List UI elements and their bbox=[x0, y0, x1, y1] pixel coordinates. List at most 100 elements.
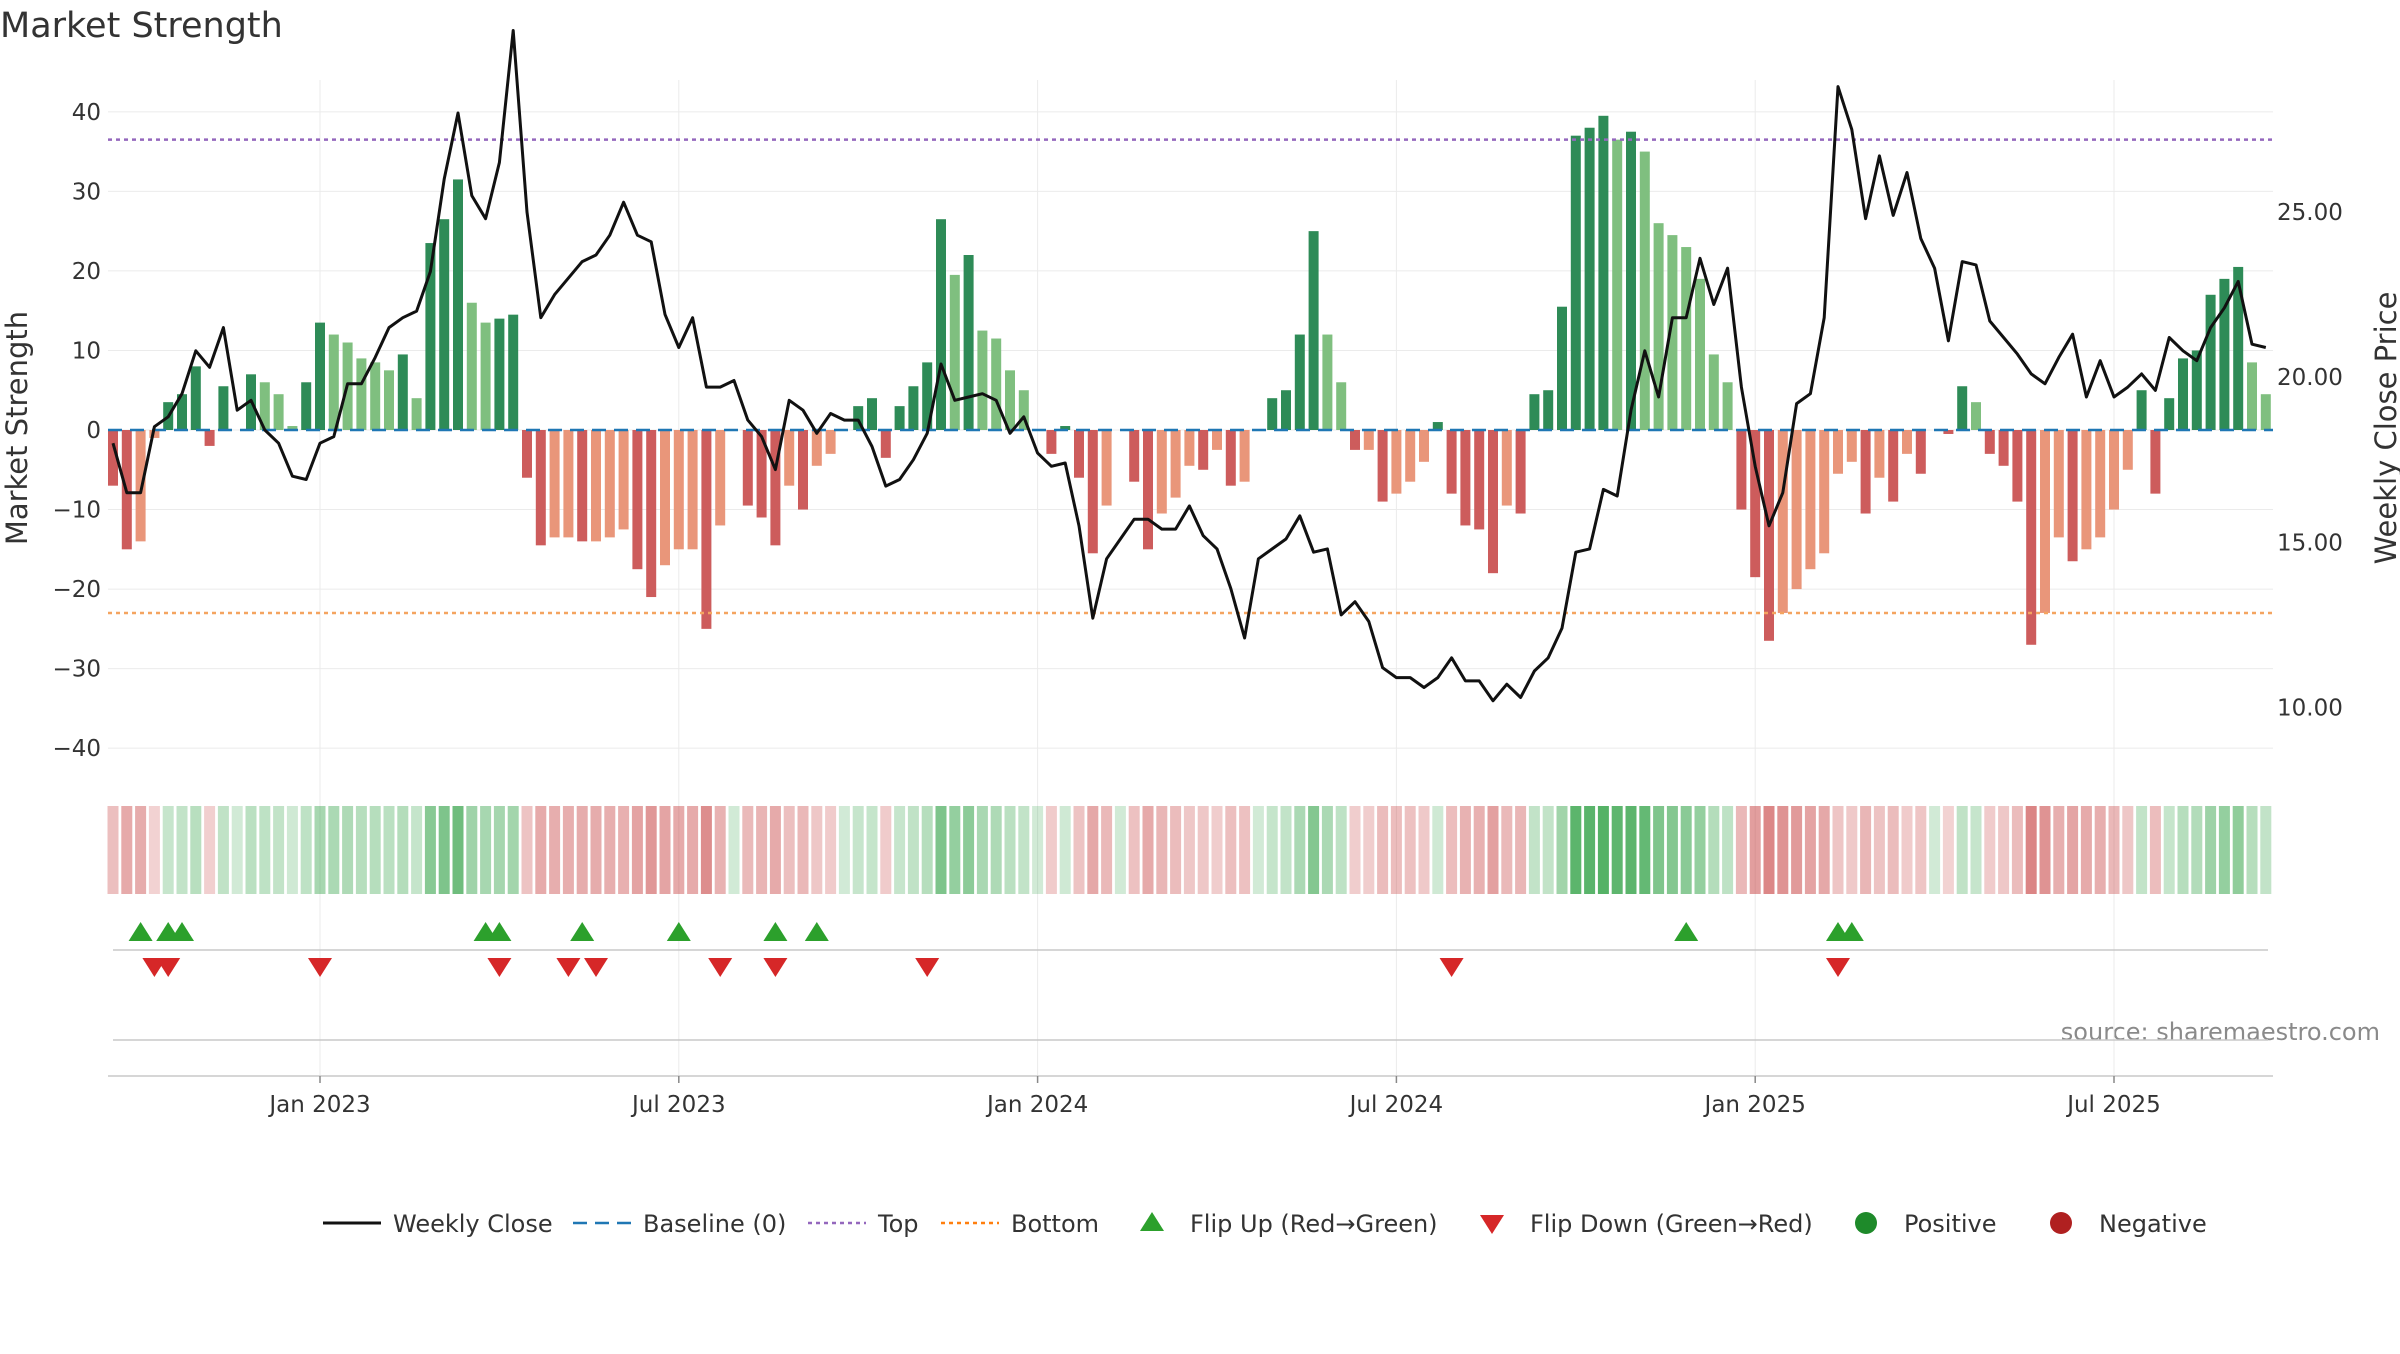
strength-bar bbox=[1474, 430, 1485, 530]
heat-cell bbox=[811, 806, 823, 894]
x-tick-label: Jul 2024 bbox=[1348, 1092, 1444, 1118]
heat-cell bbox=[397, 806, 409, 894]
strength-bar bbox=[177, 394, 187, 430]
strength-bar bbox=[1653, 223, 1664, 430]
heat-cell bbox=[1542, 806, 1554, 894]
heat-cell bbox=[1611, 806, 1623, 894]
strength-bar bbox=[453, 179, 463, 430]
heat-cell bbox=[204, 806, 216, 894]
strength-bar bbox=[522, 430, 532, 478]
heat-cell bbox=[342, 806, 354, 894]
heat-cell bbox=[2067, 806, 2079, 894]
strength-bar bbox=[439, 219, 450, 430]
strength-bar bbox=[1308, 231, 1319, 430]
heat-cell bbox=[411, 806, 423, 894]
flip-down-marker bbox=[556, 958, 581, 977]
strength-bar bbox=[2040, 430, 2050, 613]
heat-cell bbox=[521, 806, 533, 894]
heat-cell bbox=[1349, 806, 1361, 894]
heat-cell bbox=[286, 806, 298, 894]
strength-bar bbox=[922, 362, 933, 430]
strength-bar bbox=[1888, 430, 1899, 502]
strength-bar bbox=[549, 430, 560, 538]
flip-up-marker bbox=[170, 922, 194, 941]
heat-cell bbox=[1515, 806, 1527, 894]
strength-bar bbox=[1046, 430, 1057, 454]
heat-cell bbox=[493, 806, 505, 894]
heat-cell bbox=[659, 806, 671, 894]
heat-cell bbox=[714, 806, 726, 894]
heat-cell bbox=[1639, 806, 1651, 894]
flip-up-marker bbox=[128, 922, 153, 941]
strength-bar bbox=[1598, 115, 1609, 430]
strength-bar bbox=[1874, 430, 1885, 478]
heat-cell bbox=[1101, 806, 1113, 894]
heat-cell bbox=[894, 806, 906, 894]
heat-cell bbox=[562, 806, 574, 894]
y2-tick-label: 15.00 bbox=[2277, 530, 2343, 556]
strength-bar bbox=[977, 330, 988, 430]
strength-bar bbox=[1515, 430, 1526, 514]
legend-item: Positive bbox=[1855, 1210, 1997, 1238]
heat-cell bbox=[1680, 806, 1692, 894]
strength-bar bbox=[632, 430, 643, 570]
y-ticks: 40 30 20 10 0 −10 −20 −30 −40 bbox=[52, 100, 101, 762]
heat-cell bbox=[1197, 806, 1209, 894]
heat-cell bbox=[783, 806, 795, 894]
strength-bar bbox=[1639, 151, 1650, 430]
heat-cell bbox=[576, 806, 588, 894]
legend-label: Weekly Close bbox=[393, 1210, 553, 1238]
heat-cell bbox=[1032, 806, 1044, 894]
legend-item: Negative bbox=[2050, 1210, 2207, 1238]
legend-item: Bottom bbox=[941, 1210, 1099, 1238]
legend-label: Negative bbox=[2099, 1210, 2207, 1238]
strength-bar bbox=[411, 398, 422, 430]
legend-item: Flip Down (Green→Red) bbox=[1480, 1210, 1813, 1238]
heat-cell bbox=[728, 806, 740, 894]
heat-cell bbox=[1694, 806, 1706, 894]
strength-bar bbox=[936, 219, 946, 430]
heat-cell bbox=[273, 806, 285, 894]
heat-cell bbox=[1473, 806, 1485, 894]
strength-bar bbox=[384, 370, 394, 430]
heat-cell bbox=[507, 806, 519, 894]
strength-bar bbox=[466, 302, 477, 430]
heat-cell bbox=[631, 806, 643, 894]
heat-cell bbox=[1625, 806, 1637, 894]
flip-down-marker bbox=[915, 958, 940, 977]
heat-cell bbox=[1818, 806, 1830, 894]
y-tick-label: −20 bbox=[52, 577, 101, 603]
x-tick-label: Jul 2023 bbox=[630, 1092, 726, 1118]
heat-cell bbox=[1142, 806, 1154, 894]
heat-cell bbox=[742, 806, 754, 894]
heat-cell bbox=[880, 806, 892, 894]
legend-label: Baseline (0) bbox=[643, 1210, 786, 1238]
x-ticks: Jan 2023 Jul 2023 Jan 2024 Jul 2024 Jan 2025… bbox=[267, 1076, 2161, 1118]
strength-bar bbox=[1612, 139, 1623, 430]
strength-bar bbox=[1708, 354, 1719, 430]
legend-item: Top bbox=[808, 1210, 919, 1238]
heat-cell bbox=[921, 806, 933, 894]
strength-bar bbox=[1377, 430, 1388, 502]
heat-cell bbox=[1280, 806, 1292, 894]
heat-cell bbox=[2136, 806, 2148, 894]
strength-bar bbox=[2081, 430, 2092, 550]
heat-cell bbox=[1708, 806, 1720, 894]
heat-cell bbox=[1901, 806, 1913, 894]
strength-bar bbox=[1143, 430, 1153, 550]
heat-cell bbox=[1998, 806, 2010, 894]
flip-up-marker bbox=[1839, 922, 1864, 941]
strength-bar bbox=[1833, 430, 1843, 474]
heat-cell bbox=[1128, 806, 1140, 894]
flip-down-marker bbox=[708, 958, 733, 977]
heat-cell bbox=[2011, 806, 2023, 894]
weekly-close-line bbox=[111, 29, 2267, 703]
strength-bar bbox=[2219, 278, 2230, 430]
heat-cell bbox=[1390, 806, 1402, 894]
strength-bar bbox=[577, 430, 588, 542]
flip-down-marker bbox=[763, 958, 788, 977]
heat-cell bbox=[866, 806, 878, 894]
strength-bar bbox=[301, 382, 312, 430]
heat-cell bbox=[1570, 806, 1582, 894]
flip-up-marker bbox=[1674, 922, 1699, 941]
